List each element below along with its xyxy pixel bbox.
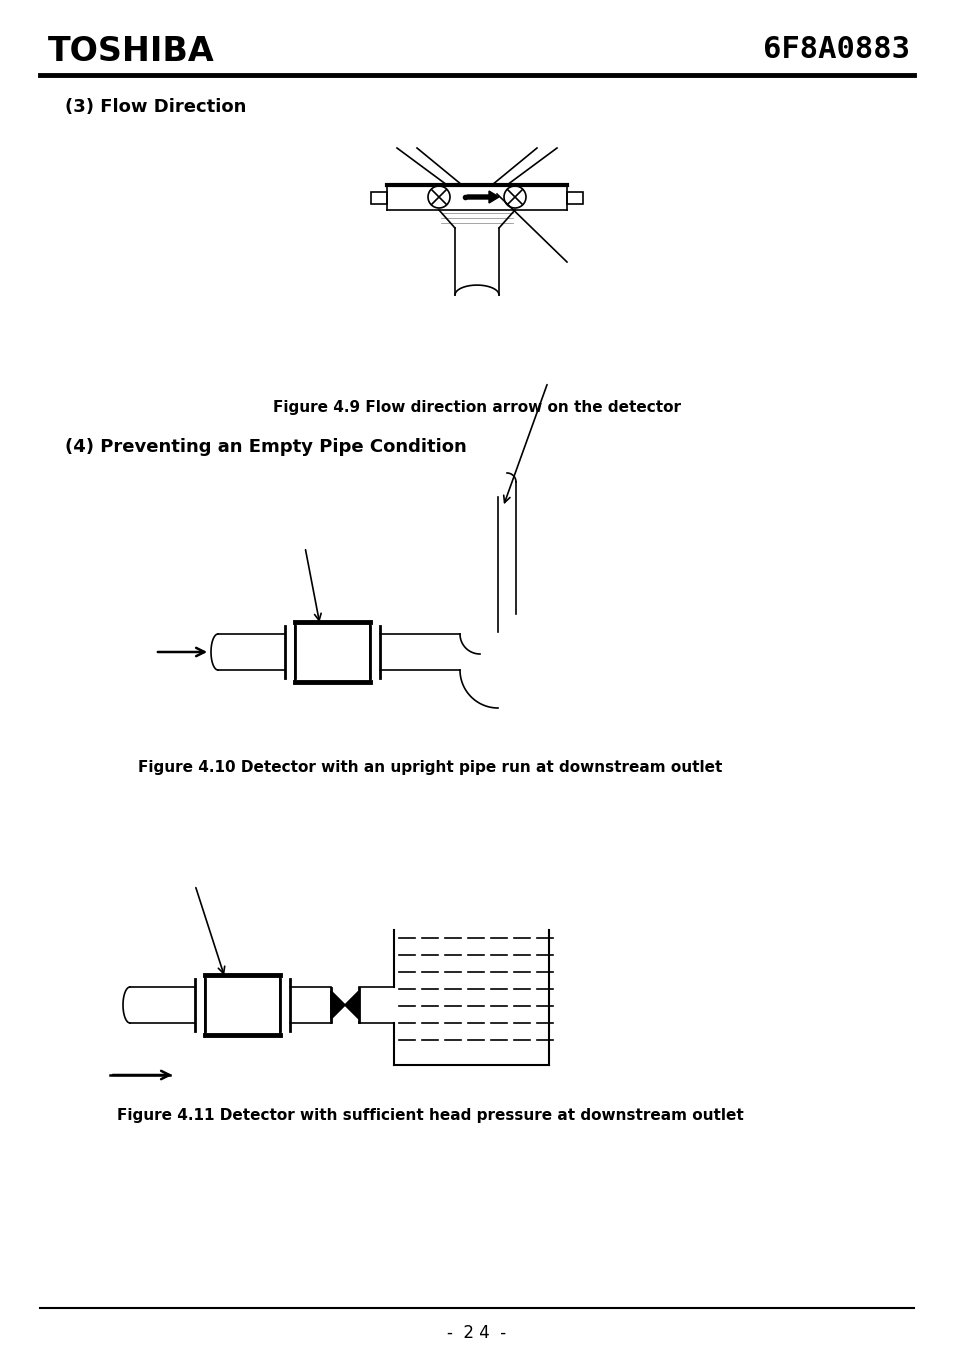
Polygon shape xyxy=(331,991,345,1019)
FancyArrow shape xyxy=(467,190,498,202)
Bar xyxy=(371,192,387,204)
Text: Figure 4.11 Detector with sufficient head pressure at downstream outlet: Figure 4.11 Detector with sufficient hea… xyxy=(116,1108,742,1123)
Text: (3) Flow Direction: (3) Flow Direction xyxy=(65,99,246,116)
Text: 6F8A0883: 6F8A0883 xyxy=(762,35,909,63)
Bar xyxy=(566,192,582,204)
Text: (4) Preventing an Empty Pipe Condition: (4) Preventing an Empty Pipe Condition xyxy=(65,437,466,456)
Polygon shape xyxy=(345,991,358,1019)
Text: Figure 4.10 Detector with an upright pipe run at downstream outlet: Figure 4.10 Detector with an upright pip… xyxy=(137,760,721,775)
Text: Figure 4.9 Flow direction arrow on the detector: Figure 4.9 Flow direction arrow on the d… xyxy=(273,400,680,414)
Text: TOSHIBA: TOSHIBA xyxy=(48,35,214,68)
Text: -  2 4  -: - 2 4 - xyxy=(447,1324,506,1342)
